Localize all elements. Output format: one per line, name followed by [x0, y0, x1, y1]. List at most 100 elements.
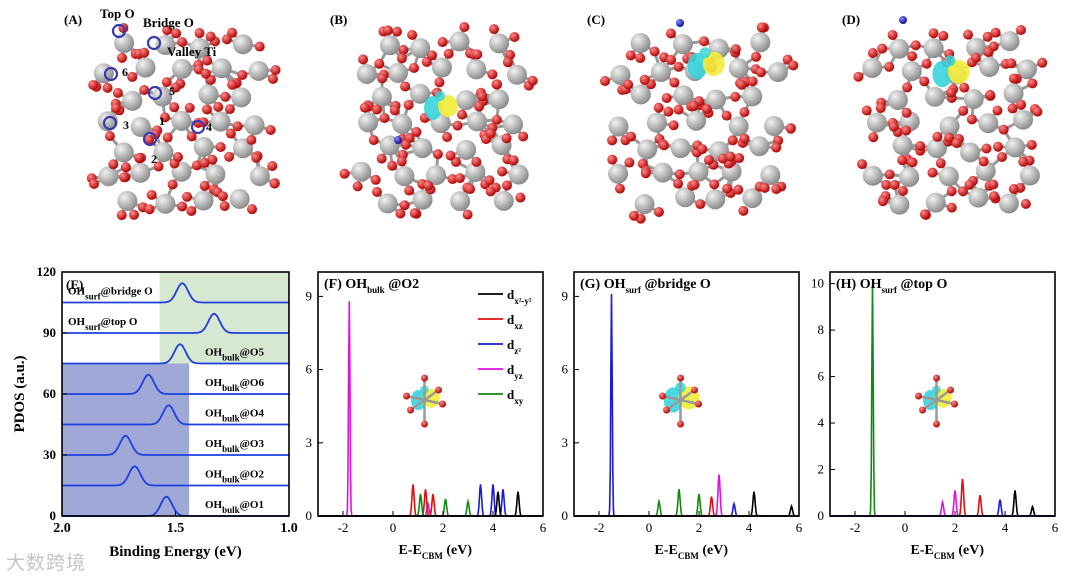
o-atom [447, 174, 458, 185]
o-atom [1016, 99, 1027, 110]
o-atom [254, 41, 265, 52]
o-atom [382, 25, 393, 36]
o-atom [946, 202, 957, 213]
inset-o-atom [951, 400, 958, 408]
o-atom [738, 205, 749, 216]
inset-o-atom [659, 392, 666, 400]
o-atom [988, 179, 999, 190]
o-atom [721, 110, 732, 121]
y-tick-label: 0 [306, 508, 313, 523]
o-atom [159, 112, 170, 123]
o-atom [527, 75, 538, 86]
panel-(G): (G) OHsurf @bridge O 0 3 6 9 -2 0 2 4 6 E-ECBM (eV… [562, 271, 803, 561]
o-atom [668, 120, 679, 131]
ti-atom [1016, 59, 1037, 80]
panel-label: (D) [842, 12, 860, 27]
o-atom [695, 199, 706, 210]
ti-atom [968, 187, 989, 208]
x-tick-label: 0 [646, 520, 653, 535]
o-atom [456, 109, 467, 120]
o-atom [376, 153, 387, 164]
series-label-part: @O2 [240, 468, 265, 480]
h-atom [394, 136, 402, 144]
o-atom [1032, 106, 1043, 117]
ti-atom [229, 188, 250, 209]
o-atom [270, 65, 281, 76]
ti-atom [152, 86, 173, 107]
legend-label-part: x²-y² [514, 296, 532, 306]
o-atom [399, 200, 410, 211]
o-atom [889, 179, 900, 190]
panel-title-part: (G) [580, 277, 604, 292]
series-line [574, 474, 799, 517]
y-tick-label: 0 [562, 508, 569, 523]
o-atom [377, 73, 388, 84]
watermark: 大数跨境 [6, 552, 87, 574]
inset-o-atom [691, 386, 698, 394]
ti-atom [1019, 165, 1040, 186]
o-atom [104, 131, 115, 142]
o-atom [674, 169, 685, 180]
o-atom [150, 129, 161, 140]
y-tick-label: 2 [818, 462, 825, 477]
x-axis-label-part: CBM [934, 551, 956, 561]
series-label-part: @bridge O [101, 285, 154, 297]
o-atom [717, 153, 728, 164]
o-atom [998, 124, 1009, 135]
o-atom [985, 89, 996, 100]
annotation: 3 [123, 118, 129, 132]
o-atom [697, 144, 708, 155]
structure-D [853, 24, 1048, 220]
o-atom [400, 81, 411, 92]
lobe-cyan [410, 389, 427, 411]
lobe-cyan [922, 389, 939, 411]
o-atom [1037, 57, 1048, 68]
y-axis-label: PDOS (a.u.) [12, 355, 28, 432]
o-atom [919, 209, 930, 220]
series-label-part: bulk [222, 505, 240, 515]
o-atom [200, 68, 211, 79]
series-label: OHbulk@O4 [205, 407, 264, 423]
o-atom [437, 37, 448, 48]
o-atom [396, 156, 407, 167]
ti-atom [351, 161, 372, 182]
x-axis-label-part: E-E [911, 543, 934, 558]
series-label: OHbulk@O5 [205, 346, 264, 362]
ti-atom [610, 64, 631, 85]
o-atom [374, 58, 385, 69]
o-atom [733, 184, 744, 195]
panel-title-part: @bridge O [641, 277, 711, 292]
ti-atom [926, 138, 947, 159]
x-tick-label: 2.0 [53, 521, 71, 536]
annotation: 4 [206, 120, 212, 134]
annotation: 1 [159, 114, 165, 128]
o-atom [884, 169, 895, 180]
o-atom [237, 69, 248, 80]
ti-atom [113, 142, 134, 163]
x-tick-label: -2 [850, 520, 861, 535]
series-label-part: OH [68, 316, 86, 328]
ti-atom [392, 113, 413, 134]
o-atom [170, 82, 181, 93]
marked-site [103, 66, 119, 82]
o-atom [224, 151, 235, 162]
panel-title: (H) OHsurf @top O [836, 277, 947, 295]
o-atom [649, 46, 660, 57]
ti-atom [153, 142, 174, 163]
o-atom [653, 102, 664, 113]
o-atom [665, 28, 676, 39]
o-atom [1020, 198, 1031, 209]
x-tick-label: 0 [902, 520, 909, 535]
orbital [687, 47, 725, 80]
x-tick-label: 4 [1002, 520, 1009, 535]
plot-frame [573, 271, 800, 517]
ti-atom [371, 86, 392, 107]
o-atom [251, 152, 262, 163]
legend-label: dyz [507, 362, 523, 381]
o-atom [1008, 73, 1019, 84]
x-axis-label: E-ECBM (eV) [911, 543, 985, 561]
lobe-cyan [944, 55, 956, 67]
o-atom [182, 191, 193, 202]
o-atom [485, 186, 496, 197]
o-atom [1006, 58, 1017, 69]
